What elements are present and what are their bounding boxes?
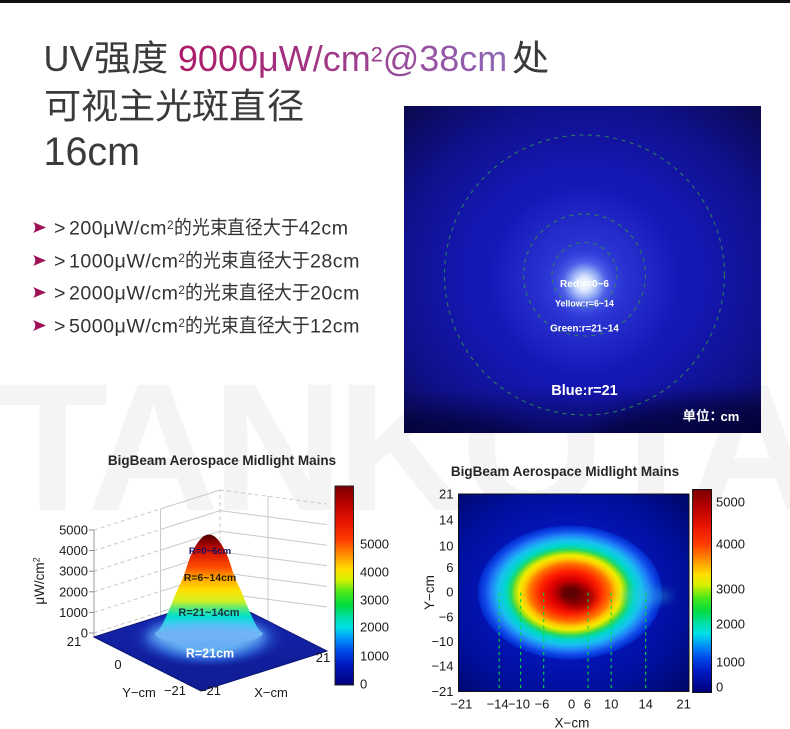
svg-text:−6: −6 — [535, 697, 550, 712]
svg-text:BigBeam Aerospace Midlight Mai: BigBeam Aerospace Midlight Mains — [451, 464, 679, 479]
svg-text:2000: 2000 — [360, 620, 389, 635]
svg-text:6: 6 — [584, 697, 591, 712]
svg-text:4000: 4000 — [59, 543, 88, 558]
svg-text:4000: 4000 — [716, 537, 745, 552]
svg-text:μW/cm2: μW/cm2 — [32, 557, 48, 604]
svg-text:2000: 2000 — [59, 584, 88, 599]
svg-text:10: 10 — [439, 539, 453, 554]
svg-text:Yellow:r=6~14: Yellow:r=6~14 — [555, 299, 614, 309]
svg-text:0: 0 — [114, 657, 121, 672]
svg-text:−10: −10 — [431, 634, 453, 649]
svg-text:3000: 3000 — [716, 582, 745, 597]
svg-text:0: 0 — [568, 697, 575, 712]
svg-text:R=0~6cm: R=0~6cm — [189, 546, 231, 557]
svg-text:R=21~14cm: R=21~14cm — [178, 607, 239, 619]
svg-text:21: 21 — [439, 487, 453, 502]
svg-text:14: 14 — [638, 697, 652, 712]
svg-text:−21: −21 — [164, 683, 186, 698]
svg-text:X−cm: X−cm — [254, 685, 288, 700]
svg-text:−21: −21 — [431, 684, 453, 699]
svg-text:Red:r=0~6: Red:r=0~6 — [560, 279, 609, 290]
svg-text:4000: 4000 — [360, 565, 389, 580]
svg-text:−14: −14 — [487, 697, 509, 712]
svg-text:R=6~14cm: R=6~14cm — [184, 572, 237, 584]
svg-text:−21: −21 — [450, 697, 472, 712]
svg-text:2000: 2000 — [716, 617, 745, 632]
svg-text:5000: 5000 — [716, 495, 745, 510]
svg-text:3000: 3000 — [59, 564, 88, 579]
svg-text:Blue:r=21: Blue:r=21 — [551, 383, 618, 399]
svg-text:10: 10 — [604, 697, 618, 712]
svg-text:Y−cm: Y−cm — [122, 685, 156, 700]
svg-text:5000: 5000 — [360, 537, 389, 552]
svg-text:6: 6 — [446, 560, 453, 575]
svg-text:cm: cm — [721, 409, 740, 424]
svg-text:−14: −14 — [431, 659, 453, 674]
svg-text:1000: 1000 — [59, 605, 88, 620]
svg-text:21: 21 — [676, 697, 690, 712]
svg-text:X−cm: X−cm — [555, 716, 590, 729]
svg-text:21: 21 — [316, 650, 330, 665]
svg-text:−21: −21 — [199, 683, 221, 698]
svg-text:0: 0 — [360, 677, 367, 692]
svg-text:1000: 1000 — [716, 655, 745, 670]
svg-text:−6: −6 — [439, 610, 454, 625]
svg-text:Green:r=21~14: Green:r=21~14 — [550, 324, 619, 335]
svg-text:0: 0 — [446, 585, 453, 600]
svg-text:1000: 1000 — [360, 649, 389, 664]
svg-text:3000: 3000 — [360, 593, 389, 608]
svg-text:5000: 5000 — [59, 523, 88, 538]
svg-text:R=21cm: R=21cm — [186, 647, 234, 661]
svg-text:0: 0 — [81, 626, 88, 641]
svg-text:BigBeam Aerospace Midlight Mai: BigBeam Aerospace Midlight Mains — [108, 453, 336, 468]
svg-text:14: 14 — [439, 513, 453, 528]
svg-text:0: 0 — [716, 680, 723, 695]
svg-text:Y−cm: Y−cm — [422, 575, 437, 610]
svg-text:21: 21 — [67, 634, 81, 649]
svg-text:−10: −10 — [508, 697, 530, 712]
